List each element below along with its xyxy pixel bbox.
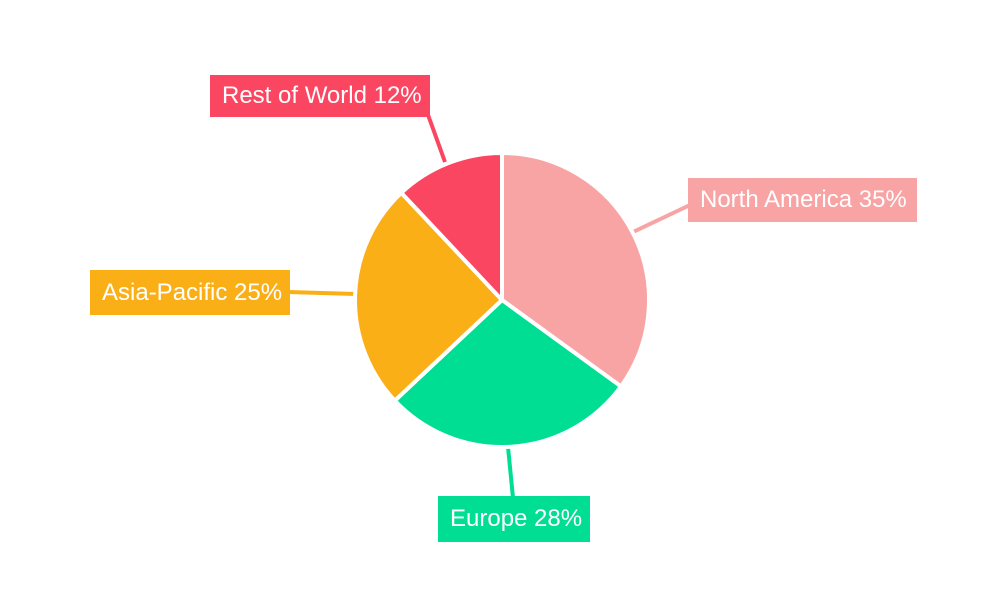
pie-slice-europe bbox=[392, 298, 623, 450]
callout-north-america-label: North America 35% bbox=[700, 186, 907, 213]
leader-line-asia-pacific bbox=[287, 290, 357, 296]
leader-line-rest-of-world bbox=[425, 111, 447, 163]
leader-line-europe bbox=[506, 446, 515, 499]
callout-europe-label: Europe 28% bbox=[450, 505, 583, 532]
callout-asia-pacific-label: Asia-Pacific 25% bbox=[102, 278, 283, 306]
callout-rest-of-world: Rest of World 12% bbox=[210, 75, 430, 117]
pie-slice-rest-of-world bbox=[399, 151, 504, 302]
leader-line-north-america bbox=[632, 203, 691, 234]
callout-europe: Europe 28% bbox=[438, 496, 590, 542]
callout-rest-of-world-label: Rest of World 12% bbox=[222, 82, 422, 109]
callout-asia-pacific: Asia-Pacific 25% bbox=[90, 270, 290, 315]
callout-north-america: North America 35% bbox=[688, 178, 917, 222]
pie-slice-north-america bbox=[500, 151, 651, 389]
pie-slice-asia-pacific bbox=[352, 190, 504, 403]
